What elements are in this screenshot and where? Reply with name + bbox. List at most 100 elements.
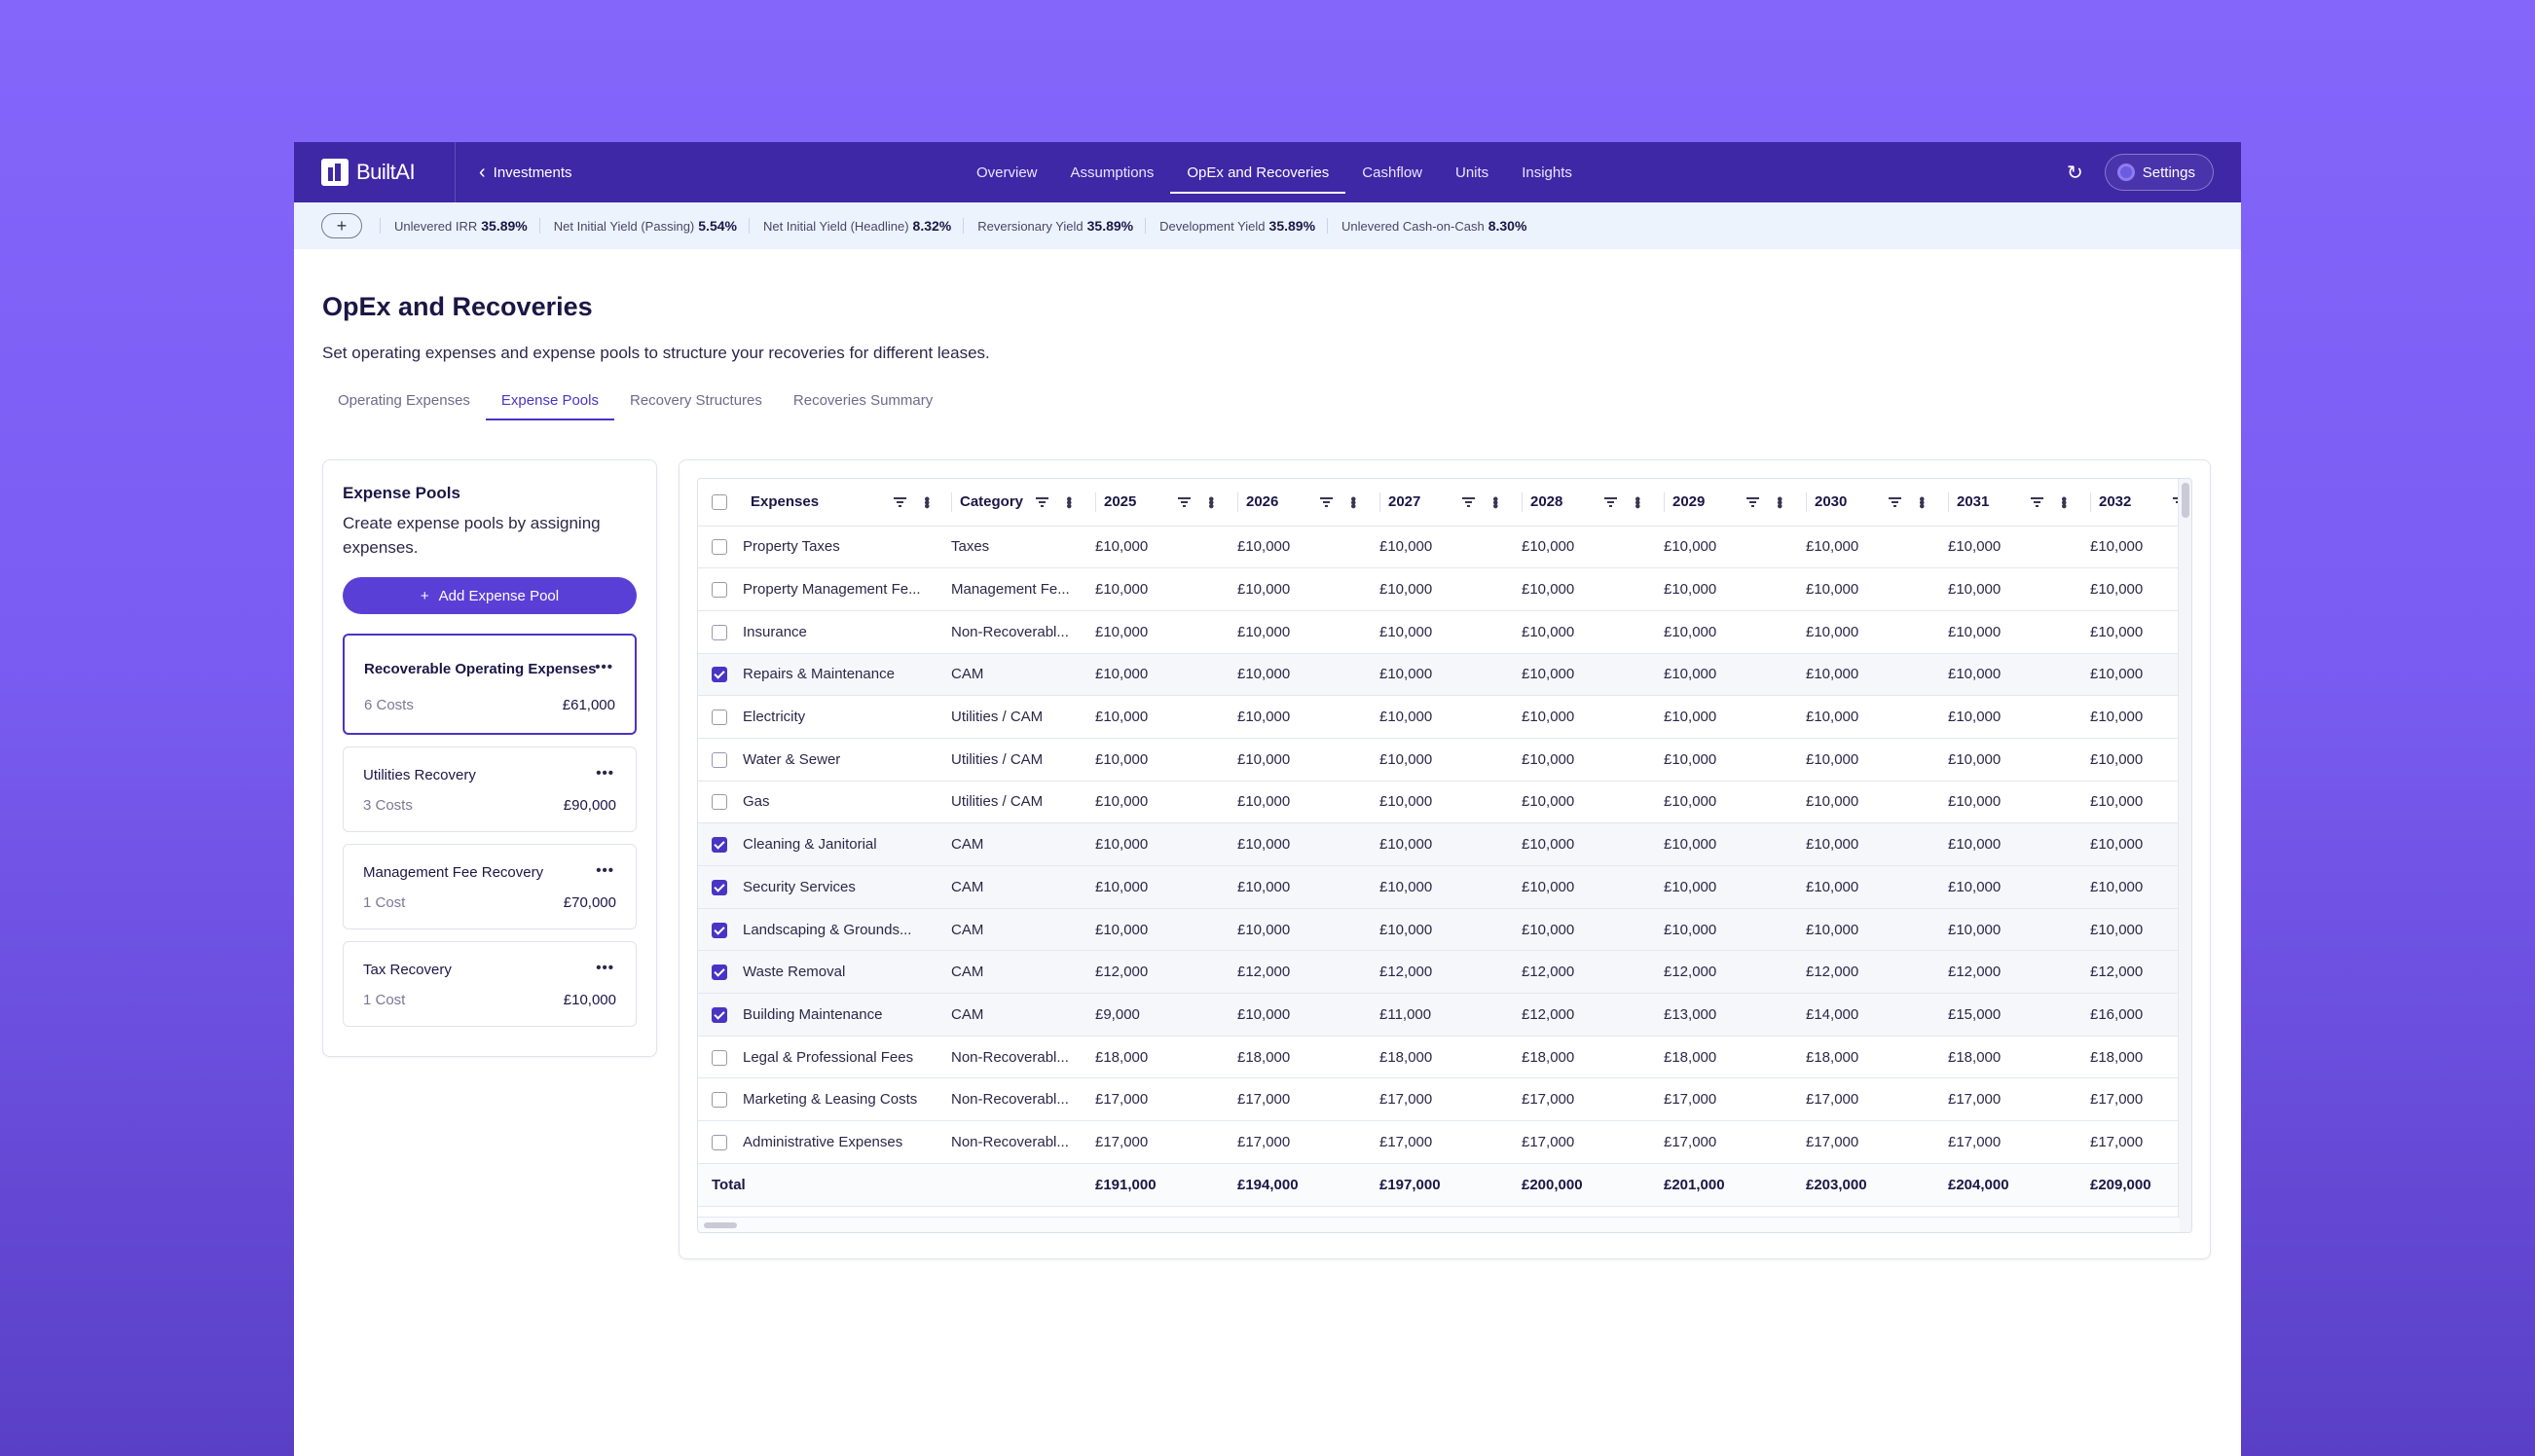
filter-icon[interactable] (1178, 496, 1191, 507)
row-checkbox[interactable] (712, 837, 727, 854)
filter-icon[interactable] (1036, 496, 1048, 507)
tab-operating-expenses[interactable]: Operating Expenses (338, 392, 470, 409)
filter-icon[interactable] (2031, 496, 2043, 507)
pool-list: Recoverable Operating Expenses ••• 6 Costs… (343, 634, 637, 1027)
pools-panel-title: Expense Pools (343, 484, 460, 502)
table-row[interactable]: Legal & Professional Fees Non-Recoverabl.… (698, 1036, 2191, 1079)
expense-category-cell: Non-Recoverabl... (943, 610, 1085, 654)
filter-icon[interactable] (1462, 496, 1475, 507)
filter-icon[interactable] (1320, 496, 1333, 507)
kpi-value: 8.32% (912, 218, 952, 234)
expense-pool-card[interactable]: Management Fee Recovery ••• 1 Cost £70,000 (343, 844, 637, 929)
brand-logo[interactable]: BuiltAI (294, 142, 456, 202)
expense-pool-card[interactable]: Tax Recovery ••• 1 Cost £10,000 (343, 941, 637, 1027)
year-value-cell: £12,000 (1512, 993, 1654, 1037)
table-row[interactable]: Electricity Utilities / CAM £10,000 £10,000… (698, 695, 2191, 739)
table-row[interactable]: Building Maintenance CAM £9,000 £10,000 £11,… (698, 993, 2191, 1037)
more-options-icon[interactable]: ••• (596, 960, 614, 976)
expense-category-cell: CAM (943, 822, 1085, 866)
pool-cost-count: 6 Costs (364, 697, 414, 713)
more-options-icon[interactable]: ••• (596, 862, 614, 879)
more-options-icon[interactable]: ••• (595, 659, 613, 675)
expense-pool-card[interactable]: Utilities Recovery ••• 3 Costs £90,000 (343, 746, 637, 832)
year-value-cell: £10,000 (1370, 610, 1512, 654)
vertical-scroll-thumb[interactable] (2182, 483, 2189, 518)
column-menu-icon[interactable]: ••• (1913, 496, 1929, 508)
year-value-cell: £17,000 (1938, 1077, 2080, 1122)
row-checkbox[interactable] (712, 1134, 727, 1150)
kpi-item: Reversionary Yield 35.89% (963, 218, 1145, 234)
row-checkbox[interactable] (712, 710, 727, 726)
column-menu-icon[interactable]: ••• (2055, 496, 2072, 508)
row-checkbox[interactable] (712, 922, 727, 938)
column-header-year: 2025 ••• (1085, 479, 1228, 527)
row-checkbox[interactable] (712, 1092, 727, 1109)
table-row[interactable]: Security Services CAM £10,000 £10,000 £10,00… (698, 865, 2191, 909)
year-value-cell: £10,000 (1654, 610, 1796, 654)
filter-icon[interactable] (1604, 496, 1617, 507)
year-value-cell: £18,000 (1228, 1036, 1370, 1079)
expense-pool-card[interactable]: Recoverable Operating Expenses ••• 6 Costs… (343, 634, 637, 735)
row-checkbox[interactable] (712, 794, 727, 811)
table-row[interactable]: Insurance Non-Recoverabl... £10,000 £10,000… (698, 610, 2191, 654)
nav-item-assumptions[interactable]: Assumptions (1070, 164, 1155, 181)
year-value-cell: £10,000 (1796, 695, 1938, 739)
row-checkbox[interactable] (712, 965, 727, 981)
table-row[interactable]: Gas Utilities / CAM £10,000 £10,000 £10,000 £… (698, 781, 2191, 824)
column-menu-icon[interactable]: ••• (1344, 496, 1361, 508)
total-label-cell: Total (698, 1163, 746, 1207)
row-checkbox[interactable] (712, 624, 727, 640)
filter-icon[interactable] (1746, 496, 1759, 507)
settings-button[interactable]: Settings (2104, 154, 2214, 191)
add-expense-pool-button[interactable]: + Add Expense Pool (343, 577, 637, 614)
back-to-investments-link[interactable]: ‹ Investments (456, 163, 572, 182)
tab-expense-pools[interactable]: Expense Pools (485, 392, 615, 420)
table-row[interactable]: Property Management Fe... Management Fe..… (698, 567, 2191, 611)
table-row[interactable]: Repairs & Maintenance CAM £10,000 £10,000 £1… (698, 653, 2191, 697)
column-menu-icon[interactable]: ••• (1202, 496, 1219, 508)
row-checkbox[interactable] (712, 879, 727, 895)
row-checkbox[interactable] (712, 1049, 727, 1066)
table-row[interactable]: Waste Removal CAM £12,000 £12,000 £12,000 £12… (698, 950, 2191, 995)
column-menu-icon[interactable]: ••• (1771, 496, 1787, 508)
column-menu-icon[interactable]: ••• (1629, 496, 1645, 508)
row-checkbox[interactable] (712, 1006, 727, 1023)
tab-recovery-structures[interactable]: Recovery Structures (630, 392, 762, 409)
row-checkbox[interactable] (712, 582, 727, 599)
table-row[interactable]: Landscaping & Grounds... CAM £10,000 £10,00… (698, 908, 2191, 952)
filter-icon[interactable] (894, 496, 906, 507)
expense-name-cell: Security Services (741, 865, 943, 909)
horizontal-scroll-thumb[interactable] (704, 1222, 737, 1228)
gear-icon (2116, 164, 2135, 181)
column-menu-icon[interactable]: ••• (1487, 496, 1503, 508)
table-row[interactable]: Water & Sewer Utilities / CAM £10,000 £10,0… (698, 738, 2191, 782)
nav-item-opex-and-recoveries[interactable]: OpEx and Recoveries (1170, 142, 1346, 202)
row-checkbox[interactable] (712, 667, 727, 683)
table-row[interactable]: Administrative Expenses Non-Recoverabl...… (698, 1120, 2191, 1164)
row-checkbox[interactable] (712, 539, 727, 556)
nav-item-insights[interactable]: Insights (1522, 164, 1572, 181)
filter-icon[interactable] (1889, 496, 1901, 507)
more-options-icon[interactable]: ••• (596, 765, 614, 782)
table-row[interactable]: Cleaning & Janitorial CAM £10,000 £10,000 £1… (698, 822, 2191, 866)
row-select-cell (698, 738, 741, 782)
pool-cost-count: 1 Cost (363, 894, 406, 911)
horizontal-scrollbar[interactable] (698, 1217, 2180, 1232)
table-body: Property Taxes Taxes £10,000 £10,000 £10,000… (698, 526, 2191, 1207)
plus-icon: + (420, 587, 429, 604)
select-all-checkbox[interactable] (712, 494, 727, 511)
column-menu-icon[interactable]: ••• (918, 496, 935, 508)
refresh-icon[interactable]: ↻ (2067, 162, 2083, 184)
nav-item-cashflow[interactable]: Cashflow (1362, 164, 1422, 181)
table-row[interactable]: Property Taxes Taxes £10,000 £10,000 £10,000… (698, 526, 2191, 569)
nav-item-overview[interactable]: Overview (976, 164, 1038, 181)
column-header-expenses-inner: Expenses ••• (743, 492, 943, 512)
table-row[interactable]: Marketing & Leasing Costs Non-Recoverabl.… (698, 1077, 2191, 1122)
year-value-cell: £10,000 (2080, 695, 2191, 739)
add-kpi-button[interactable]: + (321, 213, 362, 238)
column-menu-icon[interactable]: ••• (1060, 496, 1077, 508)
tab-recoveries-summary[interactable]: Recoveries Summary (792, 392, 934, 409)
row-checkbox[interactable] (712, 751, 727, 768)
nav-item-units[interactable]: Units (1455, 164, 1489, 181)
vertical-scrollbar[interactable] (2178, 479, 2191, 1232)
